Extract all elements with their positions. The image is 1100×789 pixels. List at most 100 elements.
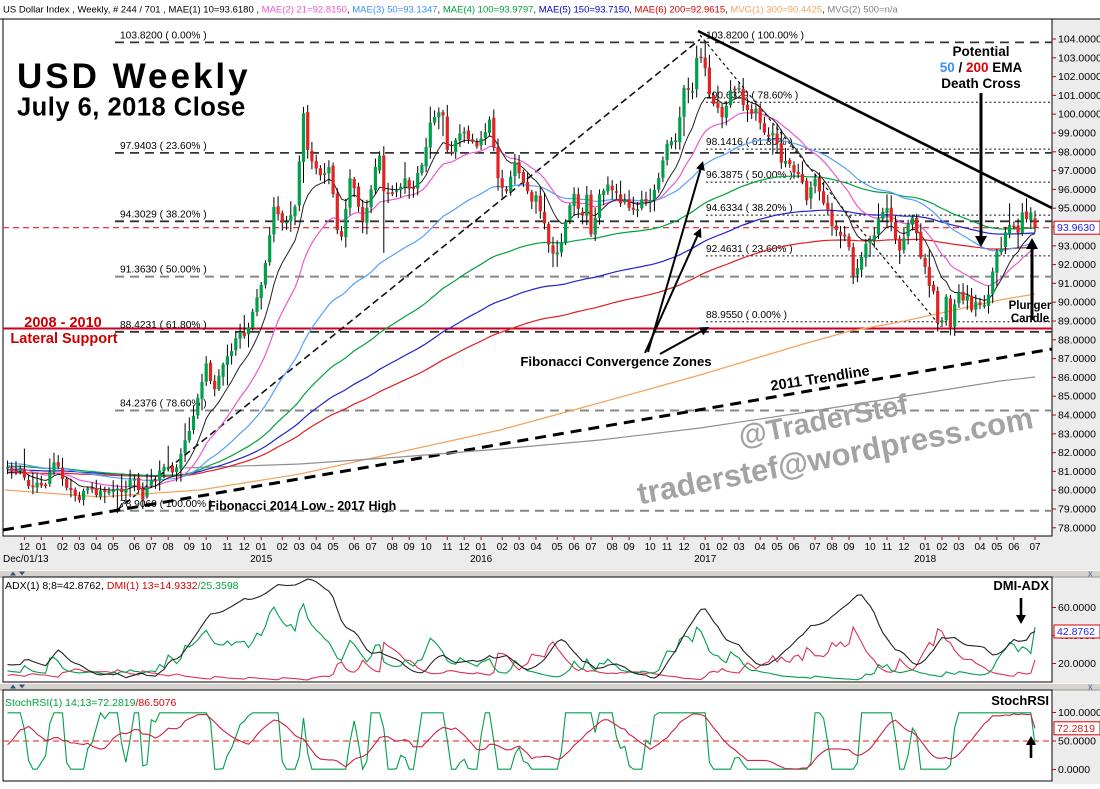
svg-text:ADX(1) 8;8=42.8762, DMI(1) 13=: ADX(1) 8;8=42.8762, DMI(1) 13=14.9332/25… — [5, 580, 239, 592]
svg-text:89.0000: 89.0000 — [1058, 316, 1096, 328]
svg-text:93.9630: 93.9630 — [1057, 222, 1095, 234]
svg-text:StochRSI: StochRSI — [991, 693, 1049, 708]
svg-text:03: 03 — [74, 542, 86, 553]
svg-text:78.9060 ( 100.00% ): 78.9060 ( 100.00% ) — [120, 499, 212, 510]
svg-text:USD Weekly: USD Weekly — [17, 57, 251, 96]
svg-text:11: 11 — [222, 542, 233, 553]
svg-text:07: 07 — [366, 542, 378, 553]
svg-text:12: 12 — [19, 542, 31, 553]
svg-text:StochRSI(1) 14;13=72.2819/86.5: StochRSI(1) 14;13=72.2819/86.5076 — [5, 697, 177, 709]
svg-text:03: 03 — [733, 542, 745, 553]
svg-text:102.0000: 102.0000 — [1058, 71, 1100, 83]
svg-text:91.3630 ( 50.00% ): 91.3630 ( 50.00% ) — [120, 265, 207, 276]
svg-text:Candle: Candle — [1011, 313, 1049, 325]
svg-text:07: 07 — [1029, 542, 1041, 553]
svg-text:10: 10 — [201, 542, 213, 553]
svg-text:88.4231 ( 61.80% ): 88.4231 ( 61.80% ) — [120, 320, 207, 331]
svg-text:103.0000: 103.0000 — [1058, 52, 1100, 64]
svg-text:72.2819: 72.2819 — [1057, 723, 1095, 735]
svg-text:11: 11 — [882, 542, 893, 553]
svg-text:06: 06 — [569, 542, 581, 553]
svg-text:02: 02 — [57, 542, 69, 553]
svg-text:Fibonacci Convergence Zones: Fibonacci Convergence Zones — [520, 354, 711, 369]
svg-text:2015: 2015 — [250, 554, 273, 565]
svg-text:20.0000: 20.0000 — [1058, 658, 1096, 670]
svg-text:04: 04 — [530, 542, 542, 553]
svg-text:12: 12 — [459, 542, 471, 553]
svg-text:87.0000: 87.0000 — [1058, 353, 1096, 365]
svg-text:11: 11 — [442, 542, 453, 553]
svg-text:99.0000: 99.0000 — [1058, 128, 1096, 140]
svg-text:12: 12 — [239, 542, 251, 553]
svg-text:05: 05 — [108, 542, 120, 553]
svg-text:07: 07 — [585, 542, 597, 553]
svg-text:60.0000: 60.0000 — [1058, 602, 1096, 614]
svg-text:02: 02 — [277, 542, 289, 553]
svg-text:93.0000: 93.0000 — [1058, 240, 1096, 252]
svg-text:04: 04 — [311, 542, 323, 553]
svg-text:Potential: Potential — [952, 44, 1009, 59]
svg-text:03: 03 — [294, 542, 306, 553]
svg-text:2018: 2018 — [914, 554, 937, 565]
svg-text:08: 08 — [607, 542, 619, 553]
svg-text:Lateral Support: Lateral Support — [10, 331, 117, 347]
svg-text:01: 01 — [476, 542, 488, 553]
svg-text:03: 03 — [953, 542, 965, 553]
svg-text:06: 06 — [788, 542, 800, 553]
svg-text:09: 09 — [624, 542, 636, 553]
svg-text:92.0000: 92.0000 — [1058, 259, 1096, 271]
svg-text:07: 07 — [810, 542, 822, 553]
svg-text:81.0000: 81.0000 — [1058, 466, 1096, 478]
svg-text:101.0000: 101.0000 — [1058, 90, 1100, 102]
svg-text:97.0000: 97.0000 — [1058, 165, 1096, 177]
svg-text:104.0000: 104.0000 — [1058, 34, 1100, 46]
svg-text:09: 09 — [843, 542, 855, 553]
svg-text:94.6334 ( 38.20% ): 94.6334 ( 38.20% ) — [706, 203, 793, 214]
svg-text:0.0000: 0.0000 — [1058, 764, 1090, 776]
svg-text:92.4631 ( 23.60% ): 92.4631 ( 23.60% ) — [706, 244, 793, 255]
svg-text:06: 06 — [1008, 542, 1020, 553]
svg-text:50 / 200 EMA: 50 / 200 EMA — [940, 60, 1023, 75]
svg-text:10: 10 — [421, 542, 433, 553]
svg-text:09: 09 — [404, 542, 416, 553]
svg-text:2016: 2016 — [470, 554, 493, 565]
svg-text:09: 09 — [184, 542, 196, 553]
svg-text:04: 04 — [755, 542, 767, 553]
svg-text:103.8200 ( 0.00% ): 103.8200 ( 0.00% ) — [120, 30, 207, 41]
svg-text:Plunger: Plunger — [1009, 300, 1052, 312]
svg-text:x: x — [1088, 682, 1093, 692]
svg-text:06: 06 — [349, 542, 361, 553]
svg-text:96.3875 ( 50.00% ): 96.3875 ( 50.00% ) — [706, 170, 793, 181]
svg-text:07: 07 — [146, 542, 158, 553]
svg-text:01: 01 — [256, 542, 268, 553]
svg-text:03: 03 — [514, 542, 526, 553]
svg-text:Death Cross: Death Cross — [941, 76, 1021, 91]
svg-text:42.8762: 42.8762 — [1057, 626, 1095, 638]
svg-text:July 6, 2018 Close: July 6, 2018 Close — [17, 94, 246, 122]
svg-text:04: 04 — [91, 542, 103, 553]
svg-text:82.0000: 82.0000 — [1058, 447, 1096, 459]
svg-text:01: 01 — [700, 542, 712, 553]
svg-text:88.0000: 88.0000 — [1058, 334, 1096, 346]
svg-text:02: 02 — [936, 542, 948, 553]
svg-text:05: 05 — [772, 542, 784, 553]
svg-text:12: 12 — [898, 542, 910, 553]
svg-text:95.0000: 95.0000 — [1058, 203, 1096, 215]
svg-text:US Dollar Index , Weekly, # 24: US Dollar Index , Weekly, # 244 / 701 , … — [3, 5, 899, 16]
svg-text:97.9403 ( 23.60% ): 97.9403 ( 23.60% ) — [120, 141, 207, 152]
svg-text:2008 - 2010: 2008 - 2010 — [24, 315, 101, 331]
svg-text:08: 08 — [387, 542, 399, 553]
svg-text:10: 10 — [865, 542, 877, 553]
svg-text:12: 12 — [678, 542, 690, 553]
svg-text:05: 05 — [991, 542, 1003, 553]
svg-text:10: 10 — [645, 542, 657, 553]
svg-text:2017: 2017 — [694, 554, 717, 565]
svg-text:79.0000: 79.0000 — [1058, 504, 1096, 516]
svg-text:88.9550 ( 0.00% ): 88.9550 ( 0.00% ) — [706, 310, 787, 321]
svg-text:Dec/01/13: Dec/01/13 — [3, 554, 49, 565]
svg-text:100.6329 ( 78.60% ): 100.6329 ( 78.60% ) — [706, 90, 798, 101]
svg-text:01: 01 — [36, 542, 48, 553]
svg-text:DMI-ADX: DMI-ADX — [993, 578, 1049, 593]
svg-text:83.0000: 83.0000 — [1058, 428, 1096, 440]
svg-text:02: 02 — [497, 542, 509, 553]
